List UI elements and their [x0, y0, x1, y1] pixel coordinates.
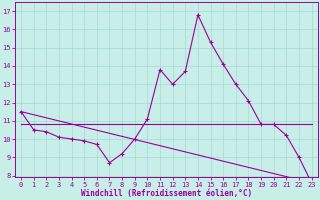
X-axis label: Windchill (Refroidissement éolien,°C): Windchill (Refroidissement éolien,°C): [81, 189, 252, 198]
